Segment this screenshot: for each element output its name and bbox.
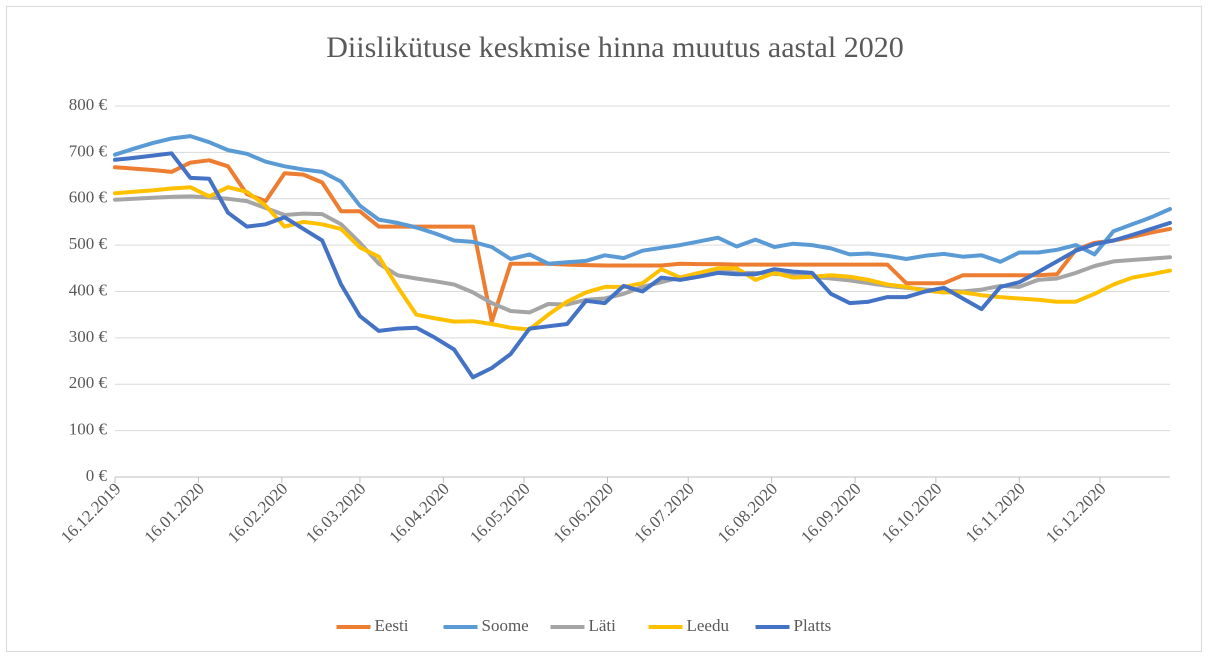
y-tick-label: 200 €	[69, 373, 108, 392]
legend-label: Leedu	[687, 616, 730, 635]
y-tick-label: 600 €	[69, 188, 108, 207]
chart-border	[6, 6, 1202, 652]
series-line	[113, 134, 1172, 266]
y-tick-label: 300 €	[69, 327, 108, 346]
y-tick-label: 500 €	[69, 234, 108, 253]
legend-label: Platts	[794, 616, 832, 635]
y-tick-label: 700 €	[69, 141, 108, 160]
chart-title: Diislikütuse keskmise hinna muutus aasta…	[326, 31, 903, 64]
series-line	[113, 194, 1172, 315]
y-tick-label: 100 €	[69, 420, 108, 439]
y-tick-label: 400 €	[69, 280, 108, 299]
legend-label: Läti	[589, 616, 617, 635]
y-tick-label: 800 €	[69, 95, 108, 114]
y-tick-label: 0 €	[86, 466, 108, 485]
legend-label: Eesti	[375, 616, 409, 635]
series-line	[113, 158, 1172, 324]
series-line	[113, 151, 1172, 380]
legend-label: Soome	[482, 616, 529, 635]
